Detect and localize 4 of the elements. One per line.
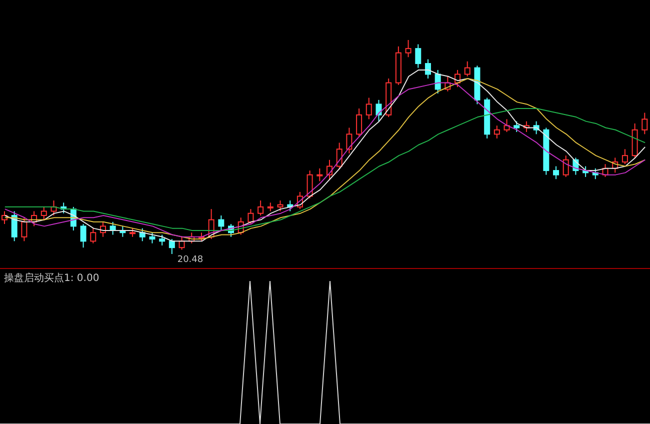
candlestick: [494, 125, 500, 139]
chart-title: 操盘启动买点1: 0.00: [4, 272, 100, 285]
candlestick: [346, 127, 352, 154]
text: 20.48: [177, 255, 204, 266]
